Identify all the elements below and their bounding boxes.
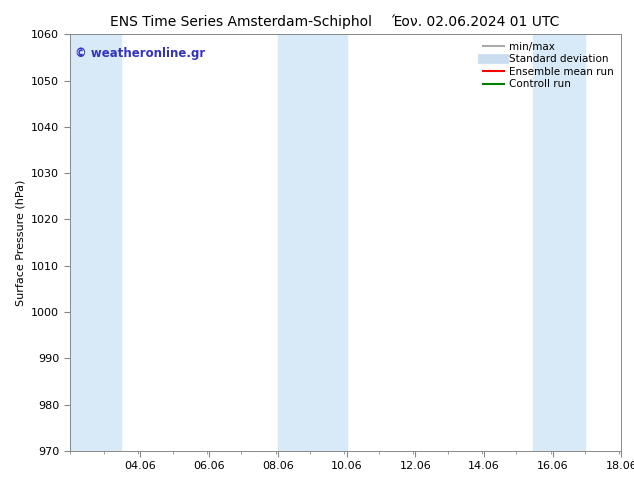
Text: © weatheronline.gr: © weatheronline.gr [75, 47, 205, 60]
Text: Έον. 02.06.2024 01 UTC: Έον. 02.06.2024 01 UTC [391, 15, 560, 29]
Bar [70, 34, 121, 451]
Text: ENS Time Series Amsterdam-Schiphol: ENS Time Series Amsterdam-Schiphol [110, 15, 372, 29]
Bar [278, 34, 347, 451]
Y-axis label: Surface Pressure (hPa): Surface Pressure (hPa) [16, 179, 25, 306]
Bar [533, 34, 585, 451]
Legend: min/max, Standard deviation, Ensemble mean run, Controll run: min/max, Standard deviation, Ensemble me… [481, 40, 616, 92]
